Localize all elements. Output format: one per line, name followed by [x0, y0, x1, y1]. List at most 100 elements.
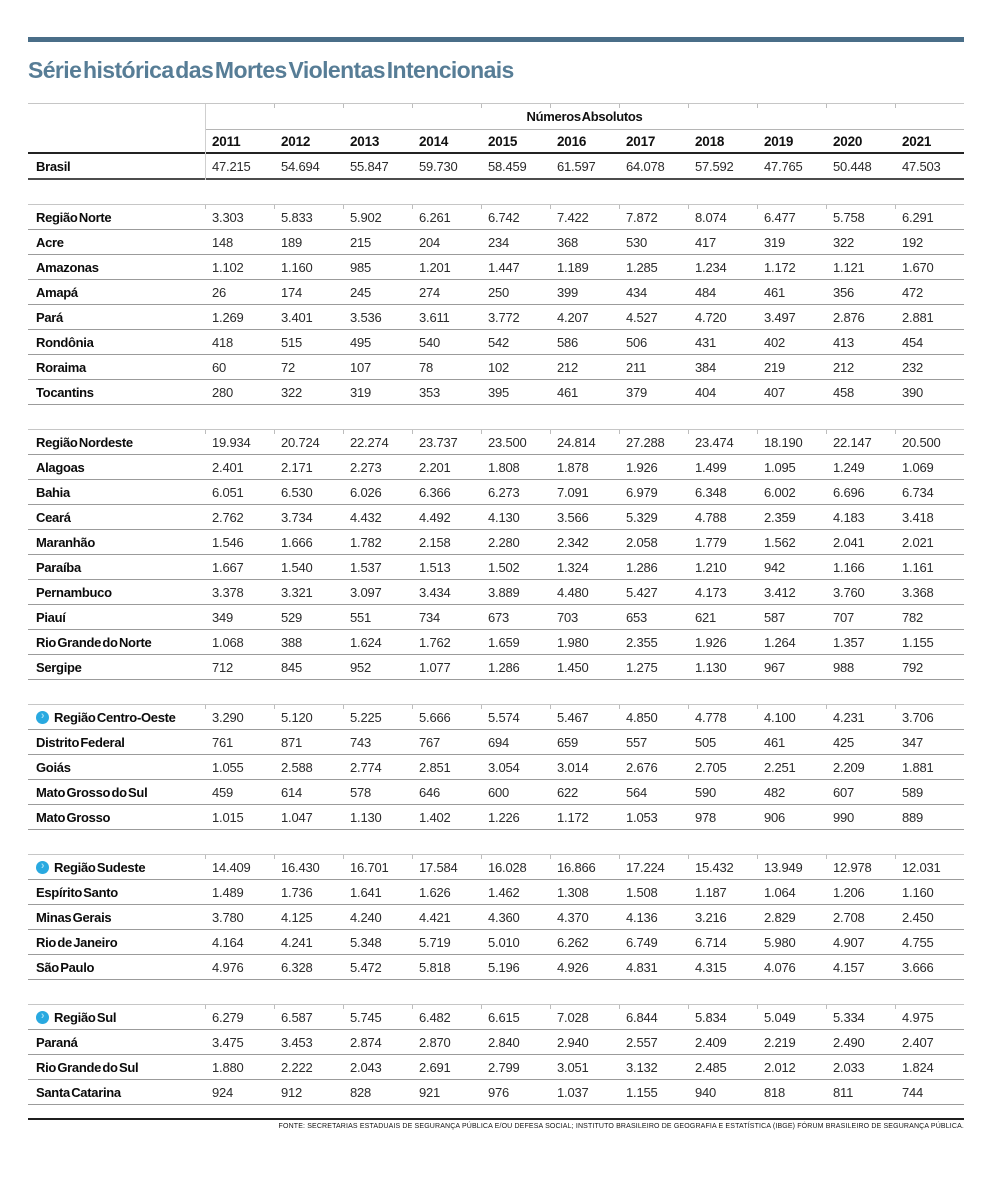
- value-cell: 472: [902, 284, 924, 300]
- value-cell: 5.120: [281, 709, 313, 725]
- value-cell: 50.448: [833, 158, 872, 174]
- value-cell: 4.231: [833, 709, 865, 725]
- value-cell: 15.432: [695, 859, 734, 875]
- value-cell: 6.530: [281, 484, 313, 500]
- empty-corner-cell: [28, 130, 205, 152]
- value-cell: 1.808: [488, 459, 520, 475]
- value-cell: 5.818: [419, 959, 451, 975]
- value-cell: 4.720: [695, 309, 727, 325]
- value-cell: 107: [350, 359, 372, 375]
- value-cell: 4.315: [695, 959, 727, 975]
- row-label-text: Goiás: [36, 759, 71, 775]
- value-cell: 5.719: [419, 934, 451, 950]
- value-cell: 3.666: [902, 959, 934, 975]
- value-cell: 64.078: [626, 158, 665, 174]
- value-cell: 7.091: [557, 484, 589, 500]
- row-label: Goiás: [28, 755, 205, 779]
- row-label-text: Pernambuco: [36, 584, 112, 600]
- table-row: Ceará 2.762 3.734 4.432 4.492 4.130 3.566 5.329…: [28, 505, 964, 530]
- empty-corner-cell: [28, 104, 205, 130]
- value-cell: 461: [557, 384, 579, 400]
- row-label: Santa Catarina: [28, 1080, 205, 1104]
- value-cell: 6.477: [764, 209, 796, 225]
- value-cell: 1.172: [764, 259, 796, 275]
- value-cell: 1.537: [350, 559, 382, 575]
- years-row: 2011 2012 2013 2014 2015 2016 2017 2018 2019 2020…: [28, 130, 964, 154]
- value-cell: 6.051: [212, 484, 244, 500]
- value-cell: 1.489: [212, 884, 244, 900]
- year-header: 2020: [833, 133, 863, 149]
- value-cell: 2.280: [488, 534, 520, 550]
- row-label: São Paulo: [28, 955, 205, 979]
- value-cell: 6.742: [488, 209, 520, 225]
- sections: Região Norte 3.303 5.833 5.902 6.261 6.742 7.4…: [28, 204, 964, 1105]
- value-cell: 1.077: [419, 659, 451, 675]
- value-cell: 250: [488, 284, 510, 300]
- value-cell: 871: [281, 734, 303, 750]
- row-label: Piauí: [28, 605, 205, 629]
- value-cell: 940: [695, 1084, 717, 1100]
- value-cell: 1.824: [902, 1059, 934, 1075]
- value-cell: 1.187: [695, 884, 727, 900]
- row-label-text: Rio Grande do Norte: [36, 634, 152, 650]
- value-cell: 659: [557, 734, 579, 750]
- value-cell: 174: [281, 284, 303, 300]
- value-cell: 4.157: [833, 959, 865, 975]
- value-cell: 952: [350, 659, 372, 675]
- row-label: Minas Gerais: [28, 905, 205, 929]
- value-cell: 1.161: [902, 559, 934, 575]
- value-cell: 5.834: [695, 1009, 727, 1025]
- value-cell: 1.172: [557, 809, 589, 825]
- value-cell: 5.980: [764, 934, 796, 950]
- region-arrow-icon: ›: [36, 710, 49, 724]
- table-row: Goiás 1.055 2.588 2.774 2.851 3.054 3.014 2.676…: [28, 755, 964, 780]
- value-cell: 16.430: [281, 859, 320, 875]
- value-cell: 5.666: [419, 709, 451, 725]
- row-label-text: Ceará: [36, 509, 71, 525]
- row-label: › Região Sul: [28, 1005, 205, 1029]
- value-cell: 2.401: [212, 459, 244, 475]
- value-cell: 811: [833, 1084, 854, 1100]
- value-cell: 16.701: [350, 859, 389, 875]
- value-cell: 1.055: [212, 759, 244, 775]
- row-label: Roraima: [28, 355, 205, 379]
- value-cell: 744: [902, 1084, 924, 1100]
- value-cell: 3.303: [212, 209, 244, 225]
- value-cell: 5.196: [488, 959, 520, 975]
- value-cell: 1.324: [557, 559, 589, 575]
- row-label: Rio Grande do Norte: [28, 630, 205, 654]
- value-cell: 404: [695, 384, 717, 400]
- value-cell: 418: [212, 334, 234, 350]
- row-label-text: Região Nordeste: [36, 434, 133, 450]
- row-label-text: Alagoas: [36, 459, 85, 475]
- table-row: Paraíba 1.667 1.540 1.537 1.513 1.502 1.324 1.2…: [28, 555, 964, 580]
- value-cell: 16.866: [557, 859, 596, 875]
- value-cell: 4.164: [212, 934, 244, 950]
- row-label-text: Mato Grosso do Sul: [36, 784, 148, 800]
- value-cell: 2.490: [833, 1034, 865, 1050]
- value-cell: 1.450: [557, 659, 589, 675]
- value-cell: 5.574: [488, 709, 520, 725]
- year-header: 2011: [212, 133, 241, 149]
- row-label-text: Região Centro-Oeste: [54, 709, 176, 725]
- value-cell: 6.262: [557, 934, 589, 950]
- value-cell: 4.831: [626, 959, 658, 975]
- value-cell: 1.234: [695, 259, 727, 275]
- value-cell: 192: [902, 234, 924, 250]
- region-section: Região Nordeste 19.934 20.724 22.274 23.737 2…: [28, 429, 964, 680]
- value-cell: 1.562: [764, 534, 796, 550]
- value-cell: 5.758: [833, 209, 865, 225]
- value-cell: 13.949: [764, 859, 803, 875]
- value-cell: 54.694: [281, 158, 320, 174]
- value-cell: 1.881: [902, 759, 934, 775]
- row-label-text: Amapá: [36, 284, 78, 300]
- value-cell: 5.049: [764, 1009, 796, 1025]
- value-cell: 1.667: [212, 559, 244, 575]
- year-header: 2012: [281, 133, 311, 149]
- value-cell: 189: [281, 234, 303, 250]
- value-cell: 6.714: [695, 934, 727, 950]
- value-cell: 1.980: [557, 634, 589, 650]
- value-cell: 6.696: [833, 484, 865, 500]
- value-cell: 461: [764, 734, 786, 750]
- value-cell: 6.273: [488, 484, 520, 500]
